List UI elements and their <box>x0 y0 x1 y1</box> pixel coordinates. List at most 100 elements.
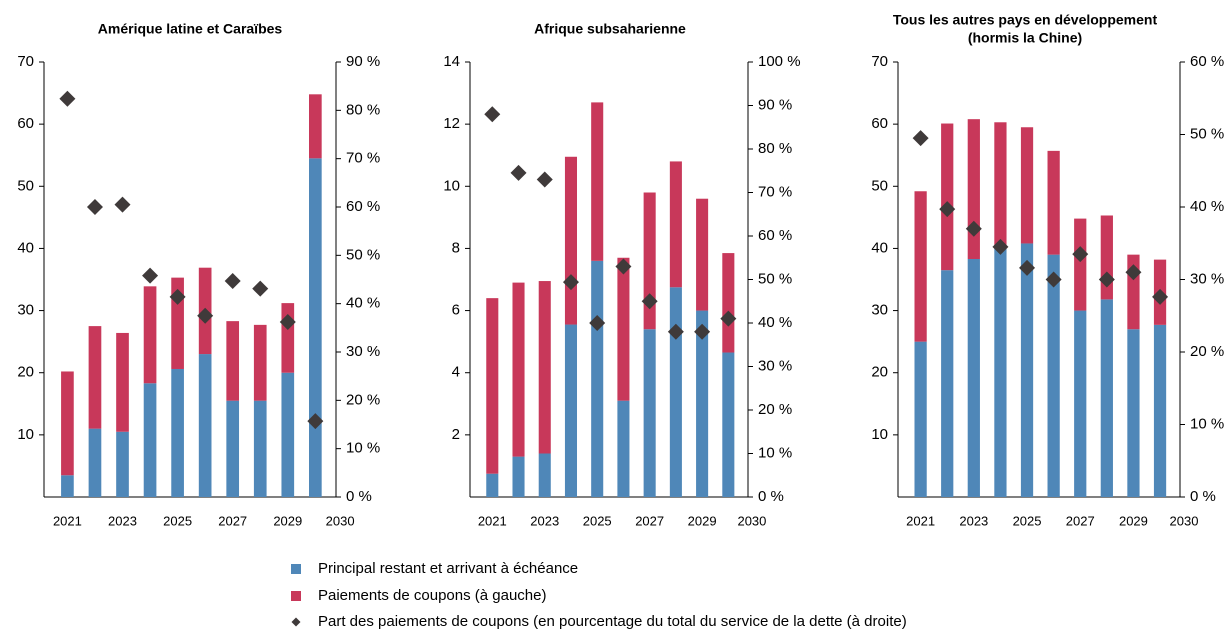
chart-title: (hormis la Chine) <box>968 30 1082 46</box>
x-tick-label: 2021 <box>478 513 507 528</box>
coupon-bar <box>253 324 267 401</box>
y2-tick-label: 40 % <box>1190 198 1224 215</box>
legend-label: Principal restant et arrivant à échéance <box>318 560 578 577</box>
principal-bar <box>941 270 954 497</box>
y2-tick-label: 40 % <box>758 314 792 331</box>
y-tick-label: 50 <box>871 177 888 194</box>
x-tick-label: 2021 <box>906 513 935 528</box>
y2-tick-label: 90 % <box>758 96 792 113</box>
x-tick-label: 2025 <box>583 513 612 528</box>
y-tick-label: 2 <box>452 426 460 443</box>
chart-title: Afrique subsaharienne <box>534 21 686 37</box>
x-tick-label: 2029 <box>1119 513 1148 528</box>
principal-bar <box>696 310 709 497</box>
principal-bar <box>591 260 604 497</box>
share-marker <box>510 164 527 181</box>
principal-bar <box>967 258 980 497</box>
x-tick-label: 2030 <box>737 513 766 528</box>
legend-swatch <box>291 591 301 601</box>
principal-bar <box>994 248 1007 497</box>
share-marker <box>484 106 501 123</box>
legend-label: Paiements de coupons (à gauche) <box>318 587 546 604</box>
share-marker <box>1098 271 1115 288</box>
y2-tick-label: 10 % <box>758 444 792 461</box>
y2-tick-label: 70 % <box>758 183 792 200</box>
principal-bar <box>61 475 74 497</box>
coupon-bar <box>1047 150 1060 255</box>
share-marker <box>536 171 553 188</box>
y2-tick-label: 30 % <box>346 343 380 360</box>
legend-label: Part des paiements de coupons (en pource… <box>318 613 907 630</box>
share-marker <box>615 258 632 275</box>
share-marker <box>252 280 269 297</box>
coupon-bar <box>281 303 295 373</box>
x-tick-label: 2023 <box>530 513 559 528</box>
x-tick-label: 2029 <box>273 513 302 528</box>
principal-bar <box>617 400 630 497</box>
x-tick-label: 2030 <box>326 513 355 528</box>
principal-bar <box>512 456 525 497</box>
coupon-bar <box>143 286 157 384</box>
principal-bar <box>564 324 578 497</box>
y-tick-label: 10 <box>871 426 888 443</box>
share-marker <box>1045 271 1062 288</box>
principal-bar <box>538 453 551 497</box>
y2-tick-label: 80 % <box>346 101 380 118</box>
principal-bar <box>116 431 129 497</box>
share-marker <box>589 315 606 331</box>
y2-tick-label: 50 % <box>1190 125 1224 142</box>
y-tick-label: 40 <box>871 239 888 256</box>
x-tick-label: 2027 <box>1066 513 1095 528</box>
y2-tick-label: 30 % <box>758 357 792 374</box>
principal-bar <box>1127 329 1140 497</box>
y-tick-label: 6 <box>452 302 460 319</box>
coupon-bar <box>914 191 927 342</box>
principal-bar <box>1047 254 1060 497</box>
y2-tick-label: 40 % <box>346 295 380 312</box>
y2-tick-label: 10 % <box>1190 415 1224 432</box>
y-tick-label: 70 <box>871 53 888 70</box>
principal-bar <box>914 341 927 497</box>
coupon-bar <box>1074 218 1087 311</box>
principal-bar <box>1100 299 1113 497</box>
share-marker <box>1152 288 1169 305</box>
chart-title: Tous les autres pays en développement <box>893 12 1158 28</box>
y2-tick-label: 60 % <box>1190 53 1224 70</box>
y-tick-label: 30 <box>17 302 34 319</box>
y-tick-label: 40 <box>17 239 34 256</box>
principal-bar <box>253 400 267 497</box>
y-tick-label: 70 <box>17 53 34 70</box>
x-tick-label: 2029 <box>688 513 717 528</box>
coupon-bar <box>967 119 980 259</box>
share-marker <box>142 267 159 284</box>
share-marker <box>1019 259 1036 276</box>
x-tick-label: 2021 <box>53 513 82 528</box>
y2-tick-label: 20 % <box>1190 343 1224 360</box>
y2-tick-label: 80 % <box>758 140 792 157</box>
share-marker <box>114 196 131 213</box>
coupon-bar <box>617 257 630 401</box>
principal-bar <box>722 352 735 497</box>
share-marker <box>562 274 579 291</box>
y2-tick-label: 60 % <box>758 227 792 244</box>
x-tick-label: 2025 <box>1013 513 1042 528</box>
y-tick-label: 60 <box>17 115 34 132</box>
y-tick-label: 8 <box>452 239 460 256</box>
y-tick-label: 30 <box>871 302 888 319</box>
coupon-bar <box>941 123 954 271</box>
y-tick-label: 20 <box>17 364 34 381</box>
x-tick-label: 2027 <box>218 513 247 528</box>
coupon-bar <box>512 282 525 457</box>
principal-bar <box>309 158 322 498</box>
y-tick-label: 20 <box>871 364 888 381</box>
share-marker <box>641 293 658 310</box>
share-marker <box>59 90 76 107</box>
coupon-bar <box>309 94 322 159</box>
share-marker <box>694 323 711 340</box>
x-tick-label: 2030 <box>1170 513 1199 528</box>
share-marker <box>992 238 1009 255</box>
legend-swatch <box>291 564 301 574</box>
y2-tick-label: 70 % <box>346 150 380 167</box>
chart-title: Amérique latine et Caraïbes <box>98 21 283 37</box>
y-tick-label: 10 <box>443 177 460 194</box>
